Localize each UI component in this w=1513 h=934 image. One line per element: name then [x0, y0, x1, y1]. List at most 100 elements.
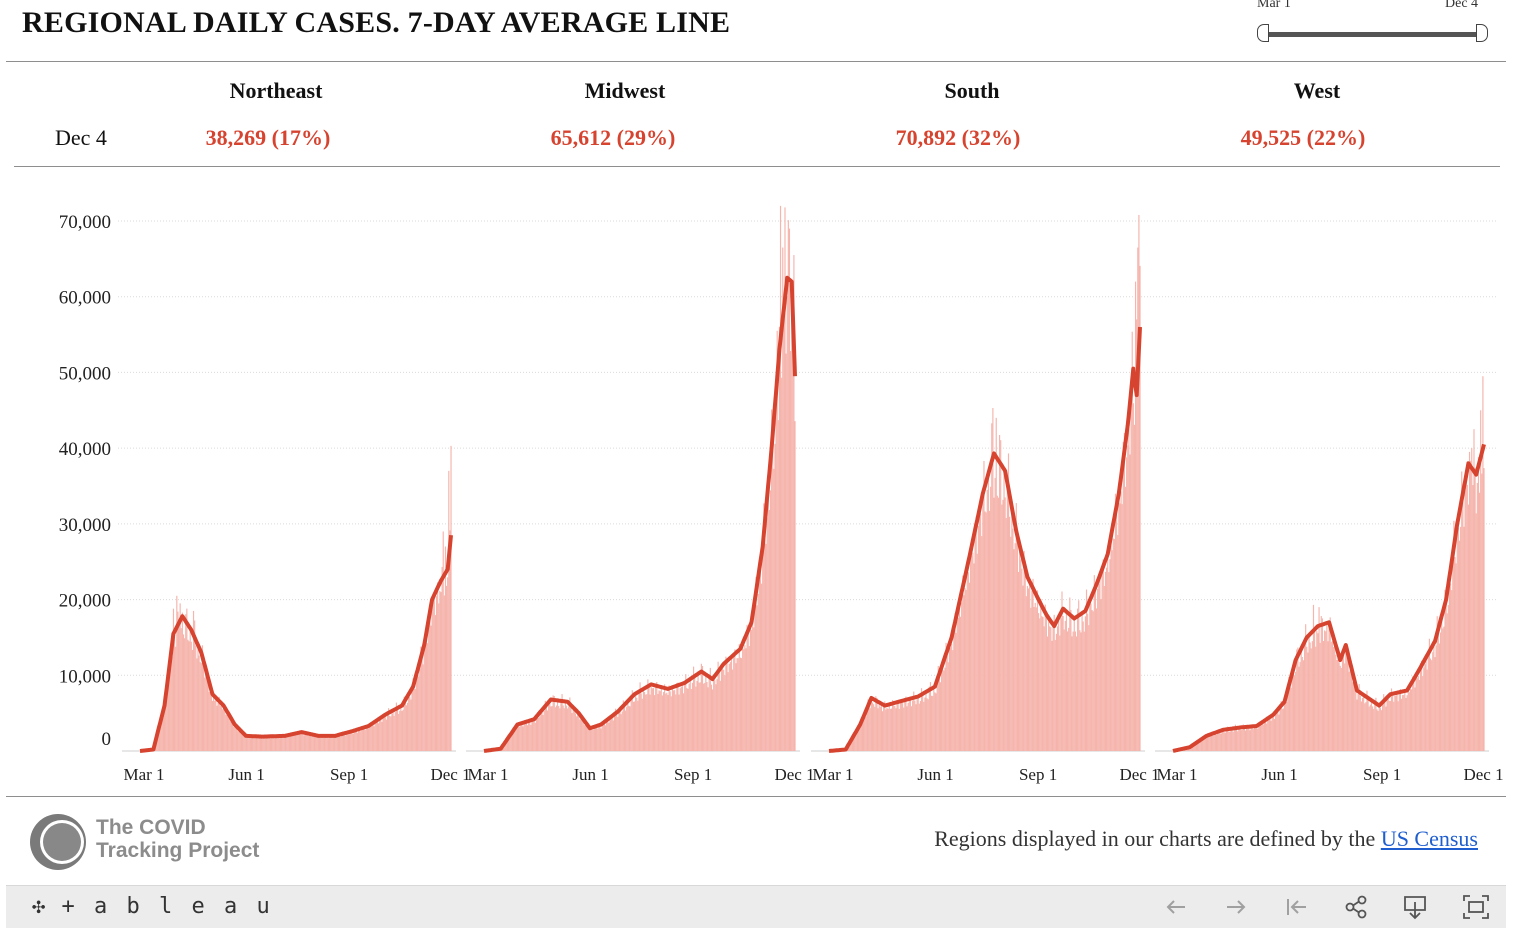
regional-cases-chart[interactable]: 0 10,000 20,000 30,000 40,000 50,000 60,000 70,…	[0, 170, 1513, 795]
daily-case-bar	[1244, 730, 1247, 751]
daily-case-bar	[441, 567, 443, 751]
download-icon[interactable]	[1400, 892, 1430, 922]
daily-case-bar	[237, 731, 239, 751]
daily-case-bar	[1208, 737, 1210, 751]
daily-case-bar	[700, 663, 702, 751]
daily-case-bar	[538, 717, 540, 751]
daily-case-bar	[318, 736, 321, 751]
daily-case-bar	[314, 735, 316, 751]
daily-case-bar	[1432, 652, 1434, 751]
redo-icon[interactable]	[1221, 892, 1251, 922]
daily-case-bar	[607, 717, 609, 751]
daily-case-bar	[632, 701, 634, 751]
daily-case-bar	[1303, 640, 1306, 751]
daily-case-bar	[628, 705, 630, 751]
daily-case-bar	[868, 703, 870, 751]
daily-case-bar	[1221, 731, 1223, 751]
daily-case-bar	[1453, 520, 1455, 751]
daily-case-bar	[1376, 709, 1378, 751]
daily-case-bar	[1020, 559, 1022, 751]
daily-case-bar	[1102, 559, 1104, 751]
daily-case-bar	[211, 700, 214, 751]
daily-case-bar	[658, 690, 660, 751]
daily-case-bar	[1380, 710, 1383, 751]
daily-case-bar	[784, 207, 786, 751]
daily-case-bar	[794, 421, 796, 751]
daily-case-bar	[1130, 390, 1132, 751]
revert-icon[interactable]	[1281, 892, 1311, 922]
daily-case-bar	[1250, 725, 1252, 751]
daily-case-bar	[1400, 698, 1403, 751]
daily-case-bar	[402, 709, 404, 751]
daily-case-bar	[225, 714, 227, 751]
daily-case-bar	[1214, 732, 1216, 751]
us-census-link[interactable]: US Census	[1380, 826, 1478, 851]
daily-case-bar	[981, 536, 983, 751]
daily-case-bar	[231, 720, 234, 751]
daily-case-bar	[509, 737, 511, 751]
daily-case-bar	[992, 408, 994, 751]
daily-case-bar	[535, 717, 538, 751]
daily-case-bar	[953, 623, 955, 751]
daily-case-bar	[1402, 695, 1404, 751]
daily-case-bar	[1329, 617, 1331, 751]
daily-case-bar	[1075, 636, 1078, 751]
tableau-logo[interactable]: ✣ + a b l e a u	[32, 894, 273, 919]
daily-case-bar	[782, 247, 784, 751]
daily-case-bar	[718, 671, 720, 751]
daily-case-bar	[938, 677, 940, 751]
daily-case-bar	[1476, 482, 1478, 751]
daily-case-bar	[721, 668, 724, 751]
undo-icon[interactable]	[1161, 892, 1191, 922]
share-icon[interactable]	[1341, 892, 1371, 922]
header-divider	[6, 61, 1506, 62]
daily-case-bar	[1202, 737, 1204, 751]
daily-case-bar	[1310, 648, 1312, 751]
daily-case-bar	[215, 698, 217, 751]
daily-case-bar	[450, 445, 452, 751]
daily-case-bar	[735, 663, 737, 751]
daily-case-bar	[645, 694, 647, 751]
daily-case-bar	[946, 648, 948, 751]
daily-case-bar	[914, 700, 916, 751]
slider-end-handle[interactable]	[1476, 24, 1488, 42]
daily-case-bar	[1091, 609, 1093, 751]
daily-case-bar	[1286, 701, 1288, 751]
slider-track[interactable]	[1264, 32, 1478, 37]
daily-case-bar	[761, 583, 763, 751]
daily-case-bar	[276, 737, 278, 751]
daily-case-bar	[691, 682, 694, 751]
daily-case-bar	[179, 603, 181, 751]
daily-case-bar	[1399, 689, 1402, 751]
daily-case-bar	[920, 688, 923, 751]
daily-case-bar	[367, 728, 370, 751]
daily-case-bar	[1423, 667, 1425, 751]
daily-case-bar	[666, 692, 668, 751]
daily-case-bar	[954, 613, 956, 751]
daily-case-bar	[608, 722, 610, 751]
daily-case-bar	[563, 708, 565, 751]
daily-case-bar	[1256, 726, 1258, 751]
daily-case-bar	[312, 735, 314, 751]
daily-case-bar	[1378, 705, 1380, 751]
slider-start-handle[interactable]	[1257, 24, 1269, 42]
daily-case-bar	[1111, 550, 1113, 751]
daily-case-bar	[895, 708, 897, 751]
daily-case-bar	[1483, 468, 1485, 751]
daily-case-bar	[223, 704, 225, 751]
daily-case-bar	[1359, 695, 1361, 751]
daily-case-bar	[1243, 726, 1245, 751]
fullscreen-icon[interactable]	[1461, 892, 1491, 922]
date-range-slider[interactable]: Mar 1 Dec 4	[1252, 0, 1492, 48]
covid-tracking-project-logo[interactable]: The COVID Tracking Project	[28, 806, 288, 878]
daily-case-bar	[1063, 629, 1065, 751]
daily-case-bar	[1315, 646, 1317, 751]
daily-case-bar	[626, 706, 628, 751]
daily-case-bar	[902, 703, 904, 751]
daily-case-bar	[1454, 557, 1456, 751]
daily-case-bar	[936, 682, 938, 751]
daily-case-bar	[925, 691, 927, 751]
daily-case-bar	[1078, 600, 1080, 751]
x-tick-label: Dec 1	[774, 765, 814, 784]
daily-case-bar	[884, 701, 886, 751]
